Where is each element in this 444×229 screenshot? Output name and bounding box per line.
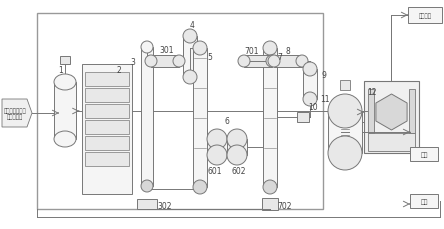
- Text: 结晶原料: 结晶原料: [419, 13, 432, 19]
- Bar: [368, 134, 415, 151]
- Ellipse shape: [207, 129, 227, 149]
- Bar: [262, 198, 278, 210]
- Ellipse shape: [145, 56, 157, 68]
- Text: 山梨醇、待定溶
剂、催化剂: 山梨醇、待定溶 剂、催化剂: [4, 107, 26, 120]
- Bar: [297, 112, 309, 123]
- Bar: [410, 194, 438, 208]
- Polygon shape: [376, 95, 407, 131]
- Bar: [151, 56, 179, 68]
- Bar: [368, 90, 374, 134]
- Bar: [183, 37, 197, 78]
- Bar: [85, 152, 129, 166]
- Ellipse shape: [141, 180, 153, 192]
- Bar: [60, 57, 70, 65]
- Text: 8: 8: [285, 46, 290, 55]
- Text: 4: 4: [190, 20, 194, 29]
- Ellipse shape: [207, 145, 227, 165]
- Text: 11: 11: [320, 95, 330, 104]
- Ellipse shape: [268, 56, 280, 68]
- Text: 701: 701: [245, 46, 259, 55]
- Ellipse shape: [263, 180, 277, 194]
- Bar: [303, 70, 317, 100]
- Bar: [410, 147, 438, 161]
- Bar: [85, 89, 129, 103]
- Ellipse shape: [328, 95, 362, 128]
- Bar: [340, 81, 350, 91]
- Bar: [274, 56, 302, 68]
- Bar: [85, 120, 129, 134]
- Text: 602: 602: [232, 167, 246, 176]
- Bar: [263, 49, 277, 187]
- Polygon shape: [2, 100, 32, 128]
- Bar: [137, 199, 157, 209]
- Bar: [244, 56, 272, 68]
- Ellipse shape: [183, 30, 197, 44]
- Ellipse shape: [193, 180, 207, 194]
- Text: 601: 601: [208, 167, 222, 176]
- Ellipse shape: [263, 42, 277, 56]
- Ellipse shape: [227, 145, 247, 165]
- Ellipse shape: [193, 42, 207, 56]
- Ellipse shape: [227, 129, 247, 149]
- Bar: [54, 83, 76, 139]
- Text: 12: 12: [367, 87, 377, 96]
- Text: 5: 5: [207, 52, 212, 61]
- Ellipse shape: [303, 63, 317, 77]
- Bar: [141, 48, 153, 186]
- Ellipse shape: [173, 56, 185, 68]
- Text: 2: 2: [117, 65, 121, 74]
- Text: 10: 10: [308, 103, 318, 112]
- Text: 702: 702: [278, 202, 292, 211]
- Ellipse shape: [296, 56, 308, 68]
- Ellipse shape: [183, 71, 197, 85]
- Bar: [409, 90, 415, 134]
- Ellipse shape: [238, 56, 250, 68]
- Text: 产品: 产品: [420, 152, 428, 157]
- Text: 7: 7: [278, 52, 282, 61]
- Text: 6: 6: [225, 117, 230, 126]
- Bar: [207, 139, 227, 155]
- Text: 9: 9: [321, 70, 326, 79]
- Bar: [85, 73, 129, 87]
- Bar: [85, 105, 129, 118]
- Ellipse shape: [141, 42, 153, 54]
- Text: 1: 1: [59, 65, 63, 74]
- Bar: [227, 139, 247, 155]
- Ellipse shape: [328, 136, 362, 170]
- Ellipse shape: [54, 131, 76, 147]
- Bar: [85, 136, 129, 150]
- Bar: [364, 82, 419, 153]
- Bar: [193, 49, 207, 187]
- Ellipse shape: [303, 93, 317, 106]
- Text: 301: 301: [160, 45, 174, 54]
- Bar: [82, 65, 132, 194]
- Bar: [37, 14, 323, 209]
- Ellipse shape: [266, 56, 278, 68]
- Bar: [408, 8, 442, 24]
- Text: 3: 3: [131, 57, 135, 66]
- Bar: [328, 112, 362, 153]
- Text: 302: 302: [158, 202, 172, 211]
- Text: 废液: 废液: [420, 198, 428, 204]
- Ellipse shape: [54, 75, 76, 91]
